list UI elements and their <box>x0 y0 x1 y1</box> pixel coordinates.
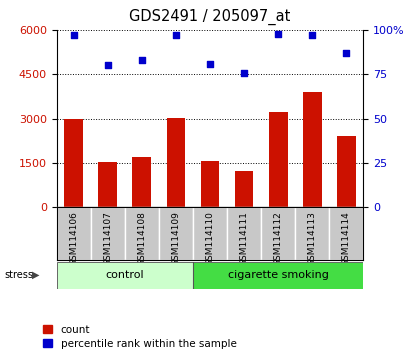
Point <box>207 61 213 67</box>
Bar <box>261 207 295 260</box>
Text: GSM114114: GSM114114 <box>342 211 351 266</box>
Point <box>343 50 349 56</box>
Bar <box>167 118 185 207</box>
Bar <box>201 161 219 207</box>
Text: GSM114106: GSM114106 <box>69 211 78 266</box>
Text: cigarette smoking: cigarette smoking <box>228 270 328 280</box>
Point <box>241 70 247 75</box>
Point <box>309 33 315 38</box>
Point <box>275 31 281 36</box>
Text: GSM114110: GSM114110 <box>205 211 215 266</box>
Bar <box>329 207 363 260</box>
Bar <box>303 92 322 207</box>
Bar <box>57 207 91 260</box>
Bar <box>193 207 227 260</box>
Text: GSM114108: GSM114108 <box>137 211 146 266</box>
Text: GSM114113: GSM114113 <box>308 211 317 266</box>
Bar <box>91 207 125 260</box>
Text: GSM114107: GSM114107 <box>103 211 112 266</box>
Text: control: control <box>105 270 144 280</box>
Legend: count, percentile rank within the sample: count, percentile rank within the sample <box>43 325 236 349</box>
Bar <box>98 162 117 207</box>
Point <box>139 57 145 63</box>
Text: stress: stress <box>4 270 33 280</box>
Text: ▶: ▶ <box>32 270 39 280</box>
Bar <box>269 112 288 207</box>
Bar <box>337 136 356 207</box>
Bar <box>159 207 193 260</box>
Text: GSM114109: GSM114109 <box>171 211 181 266</box>
Bar <box>125 207 159 260</box>
Text: GDS2491 / 205097_at: GDS2491 / 205097_at <box>129 9 291 25</box>
Bar <box>132 157 151 207</box>
Text: GSM114112: GSM114112 <box>274 211 283 266</box>
Bar <box>235 171 253 207</box>
Text: GSM114111: GSM114111 <box>239 211 249 266</box>
Bar <box>193 262 363 289</box>
Bar <box>57 262 193 289</box>
Point <box>173 33 179 38</box>
Bar <box>227 207 261 260</box>
Bar <box>295 207 329 260</box>
Point <box>105 63 111 68</box>
Bar <box>64 119 83 207</box>
Point <box>71 33 77 38</box>
